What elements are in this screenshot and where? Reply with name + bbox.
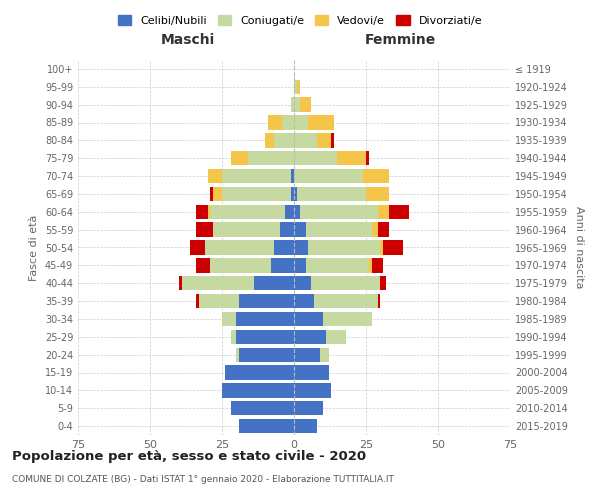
Bar xyxy=(294,330,326,344)
Bar xyxy=(331,133,334,148)
Bar xyxy=(283,116,294,130)
Bar xyxy=(286,204,294,219)
Bar xyxy=(383,240,403,254)
Bar xyxy=(337,151,366,166)
Bar xyxy=(208,169,222,183)
Bar xyxy=(363,169,389,183)
Bar xyxy=(294,240,308,254)
Bar xyxy=(294,98,300,112)
Y-axis label: Fasce di età: Fasce di età xyxy=(29,214,39,280)
Text: COMUNE DI COLZATE (BG) - Dati ISTAT 1° gennaio 2020 - Elaborazione TUTTITALIA.IT: COMUNE DI COLZATE (BG) - Dati ISTAT 1° g… xyxy=(12,475,394,484)
Bar xyxy=(300,204,377,219)
Bar xyxy=(294,366,329,380)
Bar xyxy=(274,240,294,254)
Bar xyxy=(372,222,377,237)
Bar xyxy=(248,151,294,166)
Bar xyxy=(230,401,294,415)
Bar xyxy=(372,258,383,272)
Bar xyxy=(214,222,280,237)
Bar xyxy=(199,294,239,308)
Bar xyxy=(389,204,409,219)
Text: Popolazione per età, sesso e stato civile - 2020: Popolazione per età, sesso e stato civil… xyxy=(12,450,366,463)
Bar xyxy=(236,330,294,344)
Bar xyxy=(222,312,236,326)
Bar xyxy=(236,312,294,326)
Bar xyxy=(323,312,372,326)
Bar xyxy=(294,276,311,290)
Legend: Celibi/Nubili, Coniugati/e, Vedovi/e, Divorziati/e: Celibi/Nubili, Coniugati/e, Vedovi/e, Di… xyxy=(113,10,487,30)
Bar xyxy=(308,116,334,130)
Bar xyxy=(294,401,323,415)
Bar xyxy=(222,169,291,183)
Bar xyxy=(291,98,294,112)
Bar xyxy=(294,151,337,166)
Bar xyxy=(311,276,380,290)
Bar xyxy=(294,383,331,398)
Bar xyxy=(380,240,383,254)
Bar xyxy=(254,276,294,290)
Bar xyxy=(196,294,199,308)
Bar xyxy=(305,222,372,237)
Bar xyxy=(230,151,248,166)
Bar xyxy=(179,276,182,290)
Bar xyxy=(211,187,214,201)
Bar xyxy=(190,240,205,254)
Bar xyxy=(294,348,320,362)
Bar xyxy=(305,258,369,272)
Bar xyxy=(294,80,297,94)
Bar xyxy=(297,187,366,201)
Bar xyxy=(294,116,308,130)
Bar xyxy=(239,419,294,433)
Bar xyxy=(294,222,305,237)
Bar xyxy=(208,204,211,219)
Bar xyxy=(196,258,211,272)
Bar xyxy=(294,204,300,219)
Bar xyxy=(300,98,311,112)
Bar xyxy=(294,187,297,201)
Bar xyxy=(211,204,286,219)
Bar xyxy=(196,222,214,237)
Bar xyxy=(314,294,377,308)
Bar xyxy=(222,187,291,201)
Bar xyxy=(377,204,389,219)
Bar xyxy=(239,294,294,308)
Bar xyxy=(268,116,283,130)
Bar xyxy=(280,222,294,237)
Bar xyxy=(366,187,389,201)
Bar xyxy=(294,312,323,326)
Bar xyxy=(291,187,294,201)
Y-axis label: Anni di nascita: Anni di nascita xyxy=(574,206,584,289)
Bar xyxy=(211,258,271,272)
Bar xyxy=(274,133,294,148)
Bar xyxy=(320,348,329,362)
Bar xyxy=(236,348,239,362)
Bar xyxy=(291,169,294,183)
Bar xyxy=(225,366,294,380)
Bar xyxy=(294,133,317,148)
Bar xyxy=(294,419,317,433)
Bar xyxy=(182,276,254,290)
Bar xyxy=(369,258,372,272)
Bar xyxy=(294,169,363,183)
Bar xyxy=(294,294,314,308)
Bar xyxy=(222,383,294,398)
Bar xyxy=(377,294,380,308)
Bar xyxy=(366,151,369,166)
Bar xyxy=(214,187,222,201)
Text: Femmine: Femmine xyxy=(365,34,436,48)
Bar xyxy=(205,240,274,254)
Text: Maschi: Maschi xyxy=(160,34,215,48)
Bar xyxy=(271,258,294,272)
Bar xyxy=(294,258,305,272)
Bar xyxy=(317,133,331,148)
Bar xyxy=(297,80,300,94)
Bar xyxy=(230,330,236,344)
Bar xyxy=(380,276,386,290)
Bar xyxy=(308,240,380,254)
Bar xyxy=(239,348,294,362)
Bar xyxy=(377,222,389,237)
Bar xyxy=(196,204,208,219)
Bar xyxy=(326,330,346,344)
Bar xyxy=(265,133,274,148)
